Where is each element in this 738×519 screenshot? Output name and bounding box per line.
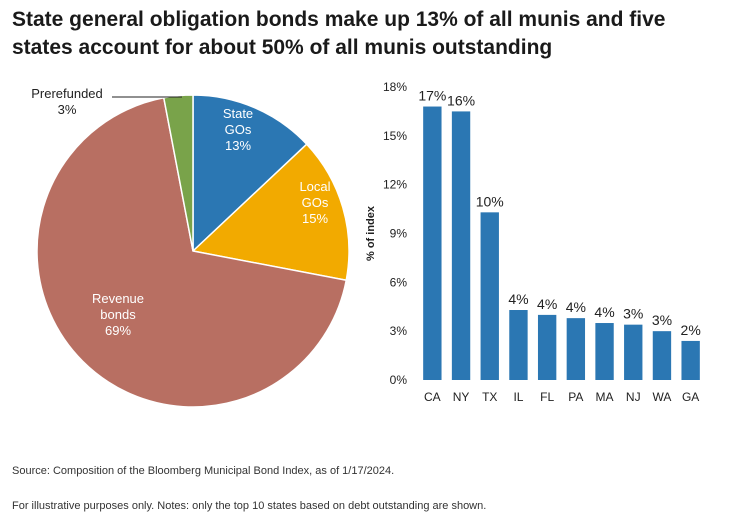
y-tick-label: 15% (383, 129, 407, 143)
y-tick-label: 6% (390, 275, 408, 289)
y-tick-label: 18% (383, 80, 407, 94)
x-tick-label: NJ (626, 390, 641, 404)
x-tick-label: IL (513, 390, 523, 404)
bar (652, 331, 672, 380)
bar-data-label: 16% (447, 92, 475, 108)
bar-data-label: 2% (681, 322, 701, 338)
bar (451, 111, 471, 381)
y-tick-label: 3% (390, 324, 408, 338)
bar (537, 314, 557, 380)
pie-slice-label: Prerefunded (31, 86, 103, 101)
pie-slice (192, 94, 308, 253)
source-note: Source: Composition of the Bloomberg Mun… (12, 465, 395, 477)
bar-data-label: 4% (566, 299, 586, 315)
bar (681, 340, 700, 380)
pie-slice-label: State (223, 106, 253, 121)
pie-slice-label: GOs (225, 122, 252, 137)
pie-slice-label: Revenue (92, 291, 144, 306)
x-tick-label: MA (596, 390, 614, 404)
pie-slice-label: GOs (302, 195, 329, 210)
y-axis-label: % of index (365, 205, 377, 261)
x-tick-label: CA (424, 390, 441, 404)
bar-data-label: 10% (476, 193, 504, 209)
chart-title: State general obligation bonds make up 1… (12, 6, 732, 62)
pie-slice-label: 13% (225, 138, 251, 153)
bar (423, 106, 442, 381)
y-tick-label: 12% (383, 178, 407, 192)
pie-slice (191, 143, 350, 282)
x-tick-label: GA (682, 390, 699, 404)
chart-title-line-1: State general obligation bonds make up 1… (12, 8, 666, 31)
bar-data-label: 4% (508, 291, 528, 307)
bar (566, 318, 586, 380)
x-tick-label: NY (453, 390, 470, 404)
x-tick-label: FL (540, 390, 554, 404)
x-tick-label: PA (568, 390, 583, 404)
bar-data-label: 4% (594, 304, 614, 320)
pie-slice (162, 94, 194, 252)
bar-data-label: 3% (652, 312, 672, 328)
bar (624, 324, 643, 380)
bar (480, 212, 499, 380)
y-tick-label: 9% (390, 227, 408, 241)
illustrative-note: For illustrative purposes only. Notes: o… (12, 500, 487, 512)
pie-slice-label: 3% (58, 102, 77, 117)
y-tick-label: 0% (390, 373, 408, 387)
x-tick-label: TX (482, 390, 497, 404)
pie-slice-label: Local (299, 179, 330, 194)
bar-data-label: 17% (418, 88, 446, 104)
pie-slice-label: bonds (100, 307, 136, 322)
bar-data-label: 4% (537, 296, 557, 312)
bar-data-label: 3% (623, 306, 643, 322)
chart-title-line-2: states account for about 50% of all muni… (12, 36, 553, 59)
bar (595, 323, 614, 380)
pie-slice-label: 69% (105, 323, 131, 338)
pie-slice-label: 15% (302, 211, 328, 226)
pie-slice (36, 96, 348, 408)
bar (509, 310, 528, 380)
x-tick-label: WA (653, 390, 672, 404)
